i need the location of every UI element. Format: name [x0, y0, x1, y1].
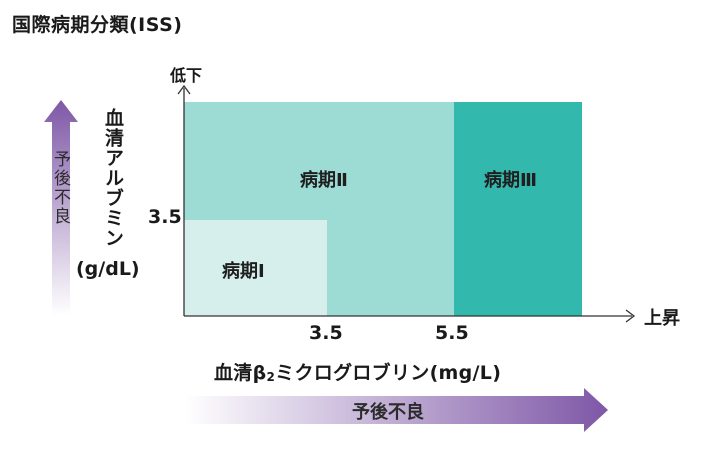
- stage-3-region: [454, 102, 582, 316]
- stage-1-label: 病期Ⅰ: [222, 261, 265, 282]
- y-axis-label: 血清アルブミン: [102, 108, 124, 248]
- x-axis-right-label: 上昇: [644, 308, 680, 329]
- x-axis-label-sub: 2: [266, 370, 276, 384]
- prognosis-vertical-label: 予後不良: [50, 150, 70, 226]
- x-axis-label: 血清β2ミクログロブリン(mg/L): [214, 358, 501, 385]
- x-axis-tick-3.5: 3.5: [309, 322, 343, 344]
- stage-1-region: [184, 220, 327, 316]
- y-axis-tick-3.5: 3.5: [148, 206, 182, 228]
- prognosis-arrow-horizontal: [184, 388, 608, 432]
- y-axis-top-label: 低下: [170, 66, 203, 85]
- prognosis-horizontal-label: 予後不良: [352, 402, 424, 423]
- stage-3-label: 病期Ⅲ: [484, 170, 538, 191]
- x-axis-label-post: ミクログロブリン(mg/L): [275, 362, 502, 384]
- y-axis-unit: (g/dL): [76, 258, 140, 280]
- prognosis-arrow-vertical: [44, 100, 78, 316]
- x-axis-arrowhead: [625, 309, 636, 323]
- x-axis-label-pre: 血清β: [214, 362, 267, 384]
- x-axis-tick-5.5: 5.5: [435, 322, 469, 344]
- diagram-title: 国際病期分類(ISS): [12, 14, 183, 36]
- stage-2-label: 病期Ⅱ: [300, 170, 348, 191]
- y-axis-arrowhead: [177, 84, 191, 95]
